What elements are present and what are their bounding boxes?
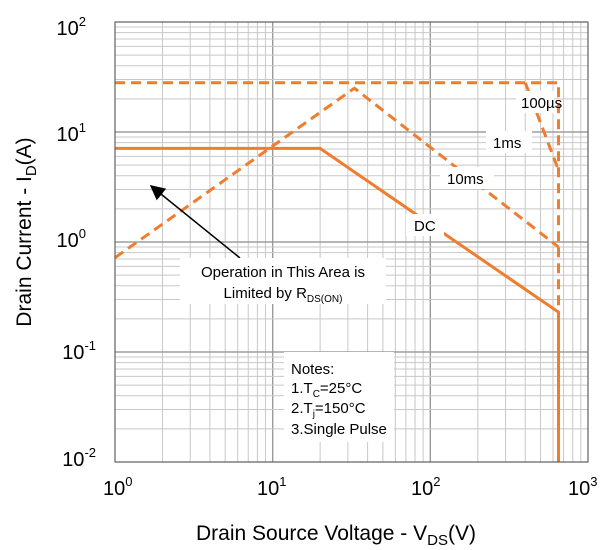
limit-annotation-line1: Operation in This Area is (201, 264, 365, 281)
y-tick-label-0.01: 10-2 (62, 445, 96, 471)
note-2: 2.Tj=150°C (291, 400, 366, 420)
label-bg-dc (406, 214, 444, 236)
notes-title: Notes: (291, 361, 334, 378)
y-tick-label-100: 102 (57, 14, 86, 40)
label-bg-10ms (440, 167, 494, 189)
x-tick-label-100: 102 (411, 474, 440, 500)
note-3: 3.Single Pulse (291, 421, 387, 438)
y-axis-label: Drain Current - ID(A) (13, 137, 40, 326)
series-line-10ms (114, 86, 560, 259)
series-label-1ms: 1ms (493, 135, 521, 152)
y-tick-label-0.1: 10-1 (62, 338, 96, 364)
x-tick-label-1: 100 (103, 474, 132, 500)
series-label-100us: 100µs (521, 95, 562, 112)
label-bg-100us (516, 91, 554, 113)
grid-lines (114, 21, 589, 463)
x-tick-label-1000: 103 (568, 474, 597, 500)
plot-frame (114, 21, 589, 463)
series-label-10ms: 10ms (447, 171, 484, 188)
annotation-arrow (149, 185, 241, 259)
series-label-dc: DC (414, 218, 436, 235)
limit-annotation-box (180, 258, 386, 304)
y-tick-label-1: 100 (57, 226, 86, 252)
label-bg-1ms (486, 131, 532, 153)
x-tick-label-10: 101 (257, 474, 286, 500)
note-1: 1.TC=25°C (291, 380, 362, 400)
x-axis-label: Drain Source Voltage - VDS(V) (196, 522, 476, 549)
limit-annotation-line2: Limited by RDS(ON) (224, 285, 343, 305)
notes-box (284, 352, 394, 442)
y-tick-label-10: 101 (57, 120, 86, 146)
